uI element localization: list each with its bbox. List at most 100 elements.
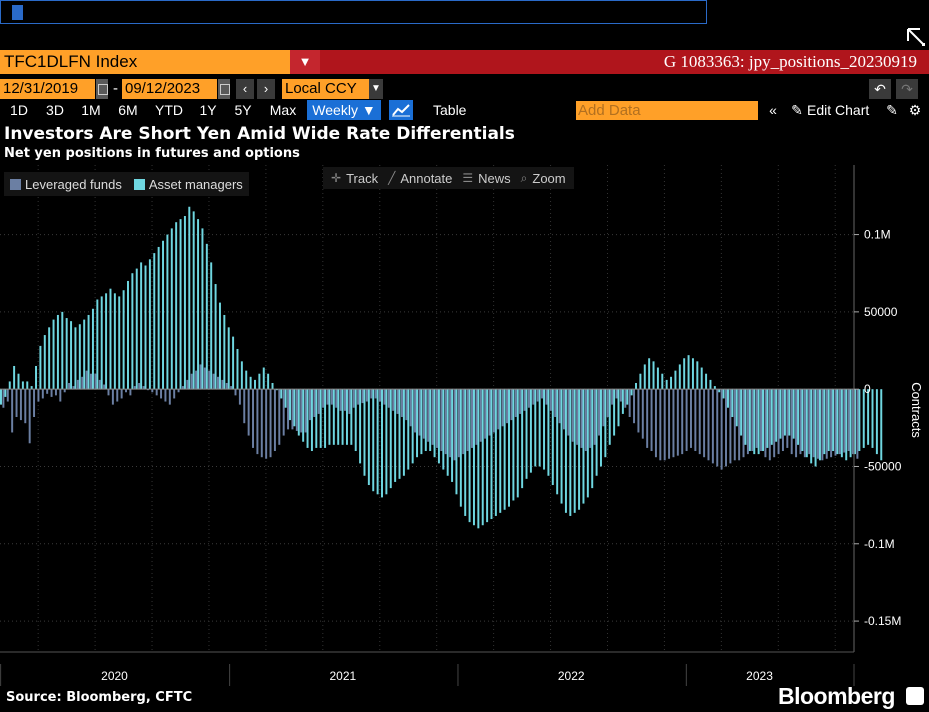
x-tick-label: 2021 bbox=[329, 669, 356, 683]
period-1m[interactable]: 1M bbox=[81, 102, 101, 118]
bar-leveraged-funds bbox=[392, 389, 395, 411]
bar-asset-managers bbox=[836, 389, 839, 455]
chevron-right-icon[interactable]: › bbox=[257, 79, 275, 99]
gear-icon[interactable]: ⚙ bbox=[908, 102, 922, 118]
bar-leveraged-funds bbox=[339, 389, 342, 411]
pencil-icon: ✎ bbox=[791, 102, 803, 118]
bar-asset-managers bbox=[367, 389, 370, 486]
bar-asset-managers bbox=[407, 389, 410, 470]
bar-asset-managers bbox=[48, 327, 51, 390]
zoom-button[interactable]: ⌕ Zoom bbox=[521, 171, 566, 186]
expand-icon[interactable] bbox=[906, 27, 926, 47]
period-6m[interactable]: 6M bbox=[118, 102, 138, 118]
ticker-dropdown-button[interactable]: ▼ bbox=[290, 50, 320, 74]
period-1d[interactable]: 1D bbox=[10, 102, 28, 118]
bar-leveraged-funds bbox=[431, 389, 434, 445]
bar-asset-managers bbox=[696, 361, 699, 390]
bar-leveraged-funds bbox=[838, 389, 841, 455]
currency-select[interactable]: Local CCY bbox=[282, 79, 369, 99]
bar-leveraged-funds bbox=[532, 389, 535, 405]
legend-item-asset[interactable]: Asset managers bbox=[133, 177, 243, 192]
calendar-icon[interactable] bbox=[96, 79, 108, 99]
bar-leveraged-funds bbox=[59, 389, 62, 402]
bar-asset-managers bbox=[332, 389, 335, 445]
bar-asset-managers bbox=[709, 379, 712, 390]
legend-item-leveraged[interactable]: Leveraged funds bbox=[10, 177, 122, 192]
bar-asset-managers bbox=[626, 389, 629, 405]
period-5y[interactable]: 5Y bbox=[234, 102, 252, 118]
period-1y[interactable]: 1Y bbox=[199, 102, 217, 118]
currency-dropdown-icon[interactable]: ▼ bbox=[369, 79, 383, 99]
bar-asset-managers bbox=[718, 389, 721, 393]
ticker-field[interactable]: TFC1DLFN Index bbox=[0, 50, 290, 74]
bar-asset-managers bbox=[687, 355, 690, 390]
bar-asset-managers bbox=[529, 389, 532, 473]
bar-asset-managers bbox=[613, 389, 616, 436]
collapse-icon[interactable]: « bbox=[769, 102, 777, 118]
bar-asset-managers bbox=[328, 389, 331, 445]
bar-asset-managers bbox=[153, 253, 156, 390]
redo-icon[interactable]: ↷ bbox=[896, 79, 918, 99]
bar-asset-managers bbox=[862, 389, 865, 448]
bar-leveraged-funds bbox=[510, 389, 513, 421]
chart-type-icon[interactable] bbox=[389, 100, 413, 120]
bar-asset-managers bbox=[451, 389, 454, 482]
undo-icon[interactable]: ↶ bbox=[869, 79, 891, 99]
bar-leveraged-funds bbox=[72, 386, 75, 390]
edit-chart-button[interactable]: Edit Chart bbox=[807, 102, 870, 118]
chevron-left-icon[interactable]: ‹ bbox=[236, 79, 254, 99]
bar-asset-managers bbox=[188, 206, 191, 390]
bar-leveraged-funds bbox=[414, 389, 417, 433]
period-ytd[interactable]: YTD bbox=[155, 102, 183, 118]
settings-icon[interactable]: ✎ bbox=[886, 102, 898, 118]
track-button[interactable]: ✛ Track bbox=[331, 171, 378, 186]
command-line-input[interactable] bbox=[0, 0, 707, 24]
bar-asset-managers bbox=[359, 389, 362, 464]
bar-leveraged-funds bbox=[812, 389, 815, 458]
bar-asset-managers bbox=[201, 228, 204, 390]
bar-leveraged-funds bbox=[457, 389, 460, 458]
bar-asset-managers bbox=[770, 389, 773, 445]
calendar-icon[interactable] bbox=[218, 79, 230, 99]
bar-asset-managers bbox=[481, 389, 484, 526]
bar-leveraged-funds bbox=[685, 389, 688, 452]
start-date-field[interactable]: 12/31/2019 bbox=[0, 79, 95, 99]
bar-asset-managers bbox=[30, 386, 33, 390]
bar-asset-managers bbox=[766, 389, 769, 448]
bar-asset-managers bbox=[402, 389, 405, 476]
bar-leveraged-funds bbox=[453, 389, 456, 461]
bar-asset-managers bbox=[823, 389, 826, 455]
bar-asset-managers bbox=[608, 389, 611, 445]
bar-asset-managers bbox=[83, 319, 86, 390]
bar-leveraged-funds bbox=[287, 389, 290, 430]
bar-leveraged-funds bbox=[764, 389, 767, 458]
bar-asset-managers bbox=[670, 376, 673, 390]
news-button[interactable]: ☰ News bbox=[462, 171, 510, 186]
bar-asset-managers bbox=[832, 389, 835, 452]
bar-leveraged-funds bbox=[449, 389, 452, 458]
bar-leveraged-funds bbox=[821, 389, 824, 461]
bar-asset-managers bbox=[762, 389, 765, 452]
add-data-input[interactable]: Add Data bbox=[576, 101, 758, 120]
legend-label-leveraged: Leveraged funds bbox=[25, 176, 122, 192]
table-button[interactable]: Table bbox=[433, 102, 467, 118]
y-tick-label: 0 bbox=[864, 382, 871, 396]
bar-asset-managers bbox=[849, 389, 852, 458]
bar-leveraged-funds bbox=[344, 389, 346, 411]
bar-leveraged-funds bbox=[725, 389, 727, 467]
annotate-button[interactable]: ╱ Annotate bbox=[388, 171, 452, 186]
period-max[interactable]: Max bbox=[269, 102, 297, 118]
frequency-select[interactable]: Weekly ▼ bbox=[307, 100, 381, 120]
bar-asset-managers bbox=[170, 228, 173, 390]
bar-leveraged-funds bbox=[41, 389, 44, 399]
bar-asset-managers bbox=[621, 389, 624, 414]
bar-asset-managers bbox=[582, 389, 585, 504]
bar-leveraged-funds bbox=[694, 389, 697, 452]
bar-asset-managers bbox=[748, 389, 751, 452]
bar-asset-managers bbox=[472, 389, 475, 526]
period-3d[interactable]: 3D bbox=[46, 102, 64, 118]
bar-leveraged-funds bbox=[125, 389, 128, 393]
bar-asset-managers bbox=[70, 321, 73, 390]
end-date-field[interactable]: 09/12/2023 bbox=[122, 79, 217, 99]
x-tick-label: 2020 bbox=[101, 669, 128, 683]
